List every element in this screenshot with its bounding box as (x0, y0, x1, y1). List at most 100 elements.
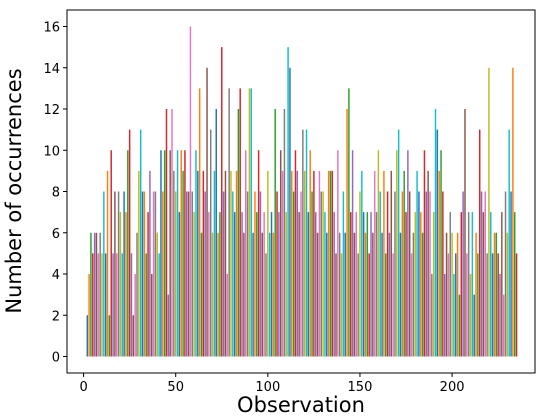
bar (128, 129, 131, 357)
bar (408, 191, 411, 357)
bar (178, 212, 181, 357)
bar (394, 191, 396, 357)
bar (377, 150, 380, 357)
bar (235, 170, 238, 357)
bar (257, 150, 260, 357)
bar (375, 212, 378, 357)
bar (152, 191, 155, 357)
bar (147, 212, 149, 357)
bar (298, 212, 300, 357)
bar (239, 88, 241, 357)
bar (504, 191, 507, 357)
bar (265, 253, 267, 357)
bar (410, 253, 413, 357)
bar (346, 109, 348, 357)
bar (274, 109, 276, 357)
bar (202, 170, 205, 357)
bar (488, 67, 490, 357)
bar (189, 26, 192, 357)
bar (392, 253, 394, 357)
bar (469, 274, 472, 357)
bar (259, 191, 262, 357)
bar (291, 170, 293, 357)
y-tick-label: 6 (52, 227, 60, 242)
bar (244, 150, 247, 357)
bar (182, 170, 184, 357)
bar (296, 170, 299, 357)
bar (372, 232, 374, 357)
y-tick-label: 12 (43, 103, 60, 118)
bar (316, 232, 319, 357)
bar (397, 129, 400, 357)
bar (350, 212, 352, 357)
bar (176, 150, 179, 357)
bar (110, 150, 112, 357)
bar (268, 232, 271, 357)
bar (232, 191, 234, 357)
bar (187, 191, 190, 357)
bar (151, 274, 153, 357)
bar (256, 212, 258, 357)
bar (357, 253, 359, 357)
bar (418, 191, 420, 357)
bar (93, 232, 96, 357)
bar (95, 232, 98, 357)
bar (420, 212, 422, 357)
bar (138, 170, 140, 357)
bar (508, 129, 510, 357)
bar (513, 212, 516, 357)
bar (279, 150, 282, 357)
bar (438, 170, 440, 357)
bar (206, 67, 208, 357)
bar (436, 129, 439, 357)
bar (116, 253, 118, 357)
bar (191, 191, 194, 357)
bar (359, 191, 361, 357)
bar (453, 274, 455, 357)
bar (217, 232, 219, 357)
y-tick-label: 14 (43, 62, 60, 77)
bar (497, 253, 499, 357)
bar (165, 109, 168, 357)
bar (213, 170, 216, 357)
bar (121, 253, 124, 357)
bar (434, 109, 437, 357)
bar (281, 170, 284, 357)
bar (195, 150, 197, 357)
bar (204, 191, 206, 357)
bar (351, 150, 354, 357)
x-tick-label: 100 (255, 380, 280, 395)
bar (92, 253, 94, 357)
bar (331, 170, 334, 357)
bar (174, 191, 177, 357)
bar (425, 191, 428, 357)
bar (294, 150, 297, 357)
x-tick-label: 50 (167, 380, 184, 395)
bar (88, 274, 90, 357)
bar (388, 232, 391, 357)
bar (405, 212, 407, 357)
bar (440, 150, 442, 357)
bar (342, 191, 345, 357)
bar (112, 253, 114, 357)
y-tick-label: 10 (43, 144, 60, 159)
bar (493, 232, 496, 357)
y-axis-label: Number of occurrences (2, 68, 26, 313)
bar (490, 212, 492, 357)
x-tick-label: 0 (79, 380, 87, 395)
bar (193, 212, 195, 357)
bar (162, 191, 164, 357)
bar (292, 191, 295, 357)
bar (226, 274, 229, 357)
y-tick-label: 8 (52, 186, 60, 201)
bar (477, 253, 479, 357)
bar (106, 170, 109, 357)
bar (198, 88, 201, 357)
bar (320, 191, 323, 357)
bar (412, 232, 415, 357)
bar (368, 253, 370, 357)
bar (270, 212, 273, 357)
bar (335, 253, 337, 357)
bar (327, 170, 330, 357)
bar (442, 191, 444, 357)
